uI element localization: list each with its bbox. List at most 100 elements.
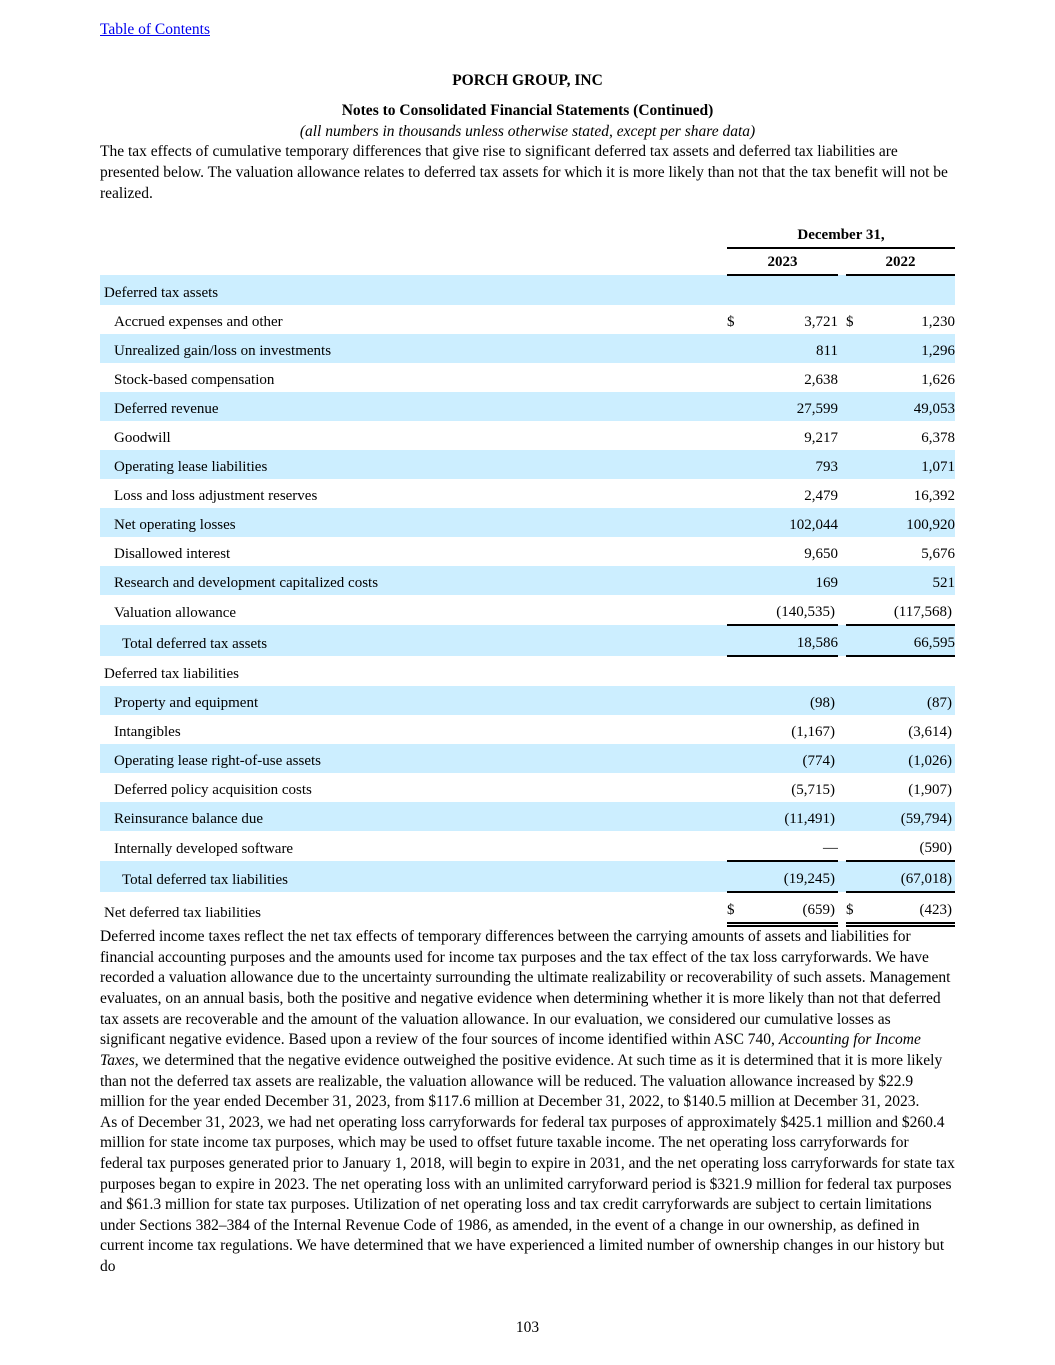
column-gap (838, 334, 846, 363)
dollar-sign-2022 (846, 363, 864, 392)
table-row: Net deferred tax liabilities $ (659) $ (423) (100, 892, 955, 928)
column-gap (838, 625, 846, 656)
table-row: Total deferred tax liabilities (19,245) (6… (100, 861, 955, 894)
table-row: Stock-based compensation 2,638 1,626 (100, 363, 955, 392)
table-row: Total deferred tax assets 18,586 66,595 (100, 625, 955, 658)
table-row: Disallowed interest 9,650 5,676 (100, 537, 955, 566)
column-gap (838, 802, 846, 831)
year-2022-header: 2022 (846, 248, 955, 277)
dollar-sign-2023 (727, 363, 745, 392)
row-label: Intangibles (114, 724, 181, 741)
value-2022: 1,296 (921, 343, 955, 360)
row-label: Total deferred tax liabilities (122, 872, 288, 889)
value-2023: (98) (810, 695, 835, 712)
dollar-sign-2023 (727, 421, 745, 450)
deferred-tax-table: December 31, 2023 2022 Deferred tax asse… (100, 222, 956, 928)
row-label: Property and equipment (114, 695, 259, 712)
column-gap (838, 656, 846, 686)
title-block: PORCH GROUP, INC Notes to Consolidated F… (100, 71, 955, 143)
dollar-sign-2022 (846, 773, 864, 802)
asc-740-citation: Accounting for Income Taxes (100, 1031, 921, 1069)
row-label: Net operating losses (114, 517, 236, 534)
row-label: Accrued expenses and other (114, 314, 283, 331)
value-2022: 66,595 (864, 625, 955, 658)
dollar-sign-2023 (727, 537, 745, 566)
value-2022: (3,614) (908, 724, 952, 741)
table-row: Loss and loss adjustment reserves 2,479 16… (100, 479, 955, 508)
dollar-sign-2023 (727, 744, 745, 773)
column-gap (838, 275, 846, 305)
table-row: Valuation allowance (140,535) (117,568) (100, 595, 955, 627)
row-label: Internally developed software (114, 841, 294, 858)
dollar-sign-2022 (846, 508, 864, 537)
dollar-sign-2022 (846, 802, 864, 831)
dollar-sign-2022 (846, 625, 864, 658)
column-gap (838, 595, 846, 625)
notes-title: Notes to Consolidated Financial Statemen… (341, 102, 714, 120)
value-2023: 811 (816, 343, 838, 360)
row-label: Loss and loss adjustment reserves (114, 488, 318, 505)
table-row: Reinsurance balance due (11,491) (59,794) (100, 802, 955, 832)
table-row: Goodwill 9,217 6,378 (100, 421, 955, 450)
nol-paragraph: As of December 31, 2023, we had net oper… (100, 1113, 955, 1276)
value-2023: — (745, 831, 838, 863)
dollar-sign-2022 (846, 686, 864, 715)
dollar-sign-2023 (727, 508, 745, 537)
value-2023 (745, 275, 838, 305)
dollar-sign-2023 (727, 656, 745, 686)
value-2022: 1,230 (921, 314, 955, 331)
table-row: Research and development capitalized cos… (100, 566, 956, 596)
column-gap (838, 566, 846, 595)
value-2023: 18,586 (745, 625, 838, 658)
intro-paragraph: The tax effects of cumulative temporary … (100, 143, 948, 202)
dollar-sign-2023 (727, 773, 745, 802)
value-2023: 102,044 (789, 517, 838, 534)
date-header: December 31, (727, 222, 955, 250)
table-row: Deferred tax liabilities (100, 656, 955, 686)
value-2022: (117,568) (864, 595, 955, 627)
value-2023: 3,721 (804, 314, 838, 331)
valuation-text-2: , we determined that the negative eviden… (100, 1051, 943, 1111)
column-gap (838, 248, 846, 275)
table-row: Operating lease liabilities 793 1,071 (100, 450, 955, 480)
dollar-sign-2023 (727, 595, 745, 627)
value-2022: 5,676 (921, 546, 955, 563)
page-number: 103 (515, 1319, 540, 1336)
header-spacer (100, 248, 727, 275)
value-2023 (745, 656, 838, 686)
year-2023-header: 2023 (727, 248, 838, 277)
value-2023: 2,479 (804, 488, 838, 505)
dollar-sign-2022 (846, 334, 864, 363)
table-row: Unrealized gain/loss on investments 811 1,… (100, 334, 955, 364)
dollar-sign-2022 (846, 421, 864, 450)
dollar-sign-2023 (727, 275, 745, 305)
value-2022: 1,071 (921, 459, 955, 476)
value-2022: 521 (932, 575, 956, 592)
row-label: Unrealized gain/loss on investments (114, 343, 332, 360)
dollar-sign-2023 (727, 861, 745, 894)
valuation-text-1: Deferred income taxes reflect the net ta… (100, 928, 951, 1049)
dollar-sign-2022 (846, 479, 864, 508)
value-2023: 793 (815, 459, 839, 476)
value-2023: 9,217 (804, 430, 838, 447)
dollar-sign-2022 (846, 537, 864, 566)
row-label: Stock-based compensation (114, 372, 275, 389)
value-2023: 2,638 (804, 372, 838, 389)
value-2023: (19,245) (745, 861, 838, 894)
dollar-sign-2023: $ (727, 314, 735, 331)
value-2023: 27,599 (796, 401, 838, 418)
table-of-contents-link[interactable]: Table of Contents (100, 21, 210, 38)
column-gap (838, 305, 846, 334)
value-2022: (1,026) (908, 753, 952, 770)
column-gap (838, 861, 846, 892)
value-2022: (87) (927, 695, 952, 712)
value-2022: 16,392 (913, 488, 955, 505)
table-header-date-row: December 31, (100, 222, 955, 250)
dollar-sign-2023 (727, 625, 745, 658)
valuation-paragraph: Deferred income taxes reflect the net ta… (100, 927, 955, 1112)
row-label: Deferred policy acquisition costs (114, 782, 312, 799)
table-row: Deferred revenue 27,599 49,053 (100, 392, 955, 422)
column-gap (838, 508, 846, 537)
column-gap (838, 831, 846, 861)
